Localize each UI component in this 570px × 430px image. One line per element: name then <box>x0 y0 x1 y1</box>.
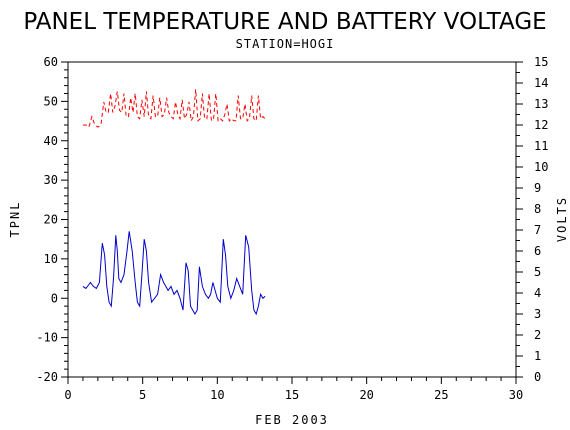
x-tick-label: 30 <box>509 388 523 402</box>
x-tick-label: 10 <box>210 388 224 402</box>
y2-tick-label: 3 <box>534 307 541 321</box>
y2-tick-label: 8 <box>534 202 541 216</box>
y-tick-label: -10 <box>36 331 58 345</box>
y-tick-label: 10 <box>44 252 58 266</box>
y-axis-label: TPNL <box>8 201 22 238</box>
y2-axis-label: VOLTS <box>555 196 569 242</box>
x-tick-label: 0 <box>64 388 71 402</box>
series-line-tpnl <box>82 231 266 316</box>
chart-title: PANEL TEMPERATURE AND BATTERY VOLTAGE <box>23 9 546 35</box>
y2-tick-label: 7 <box>534 223 541 237</box>
x-tick-label: 25 <box>434 388 448 402</box>
y-tick-label: 60 <box>44 55 58 69</box>
y2-tick-label: 11 <box>534 139 548 153</box>
y-tick-label: -20 <box>36 370 58 384</box>
y-tick-label: 0 <box>51 291 58 305</box>
y2-tick-label: 4 <box>534 286 541 300</box>
series-line-volts <box>82 89 266 128</box>
x-tick-label: 20 <box>359 388 373 402</box>
y-tick-label: 20 <box>44 213 58 227</box>
x-tick-label: 15 <box>285 388 299 402</box>
x-axis-label: FEB 2003 <box>255 413 329 427</box>
y2-tick-label: 12 <box>534 118 548 132</box>
plot-frame <box>67 61 517 378</box>
y2-tick-label: 5 <box>534 265 541 279</box>
y2-tick-label: 10 <box>534 160 548 174</box>
y2-tick-label: 14 <box>534 76 548 90</box>
x-axis: 0 5 10 15 20 25 30 <box>64 377 523 402</box>
y2-tick-label: 15 <box>534 55 548 69</box>
series-group <box>82 89 266 316</box>
y-tick-label: 50 <box>44 94 58 108</box>
y-tick-label: 40 <box>44 134 58 148</box>
y-axis-left: -20 -10 0 10 20 30 40 50 60 <box>36 55 68 384</box>
y2-tick-label: 6 <box>534 244 541 258</box>
y2-tick-label: 1 <box>534 349 541 363</box>
x-tick-label: 5 <box>139 388 146 402</box>
chart-subtitle: STATION=HOGI <box>236 37 335 51</box>
y2-tick-label: 13 <box>534 97 548 111</box>
y-tick-label: 30 <box>44 173 58 187</box>
y2-tick-label: 2 <box>534 328 541 342</box>
y2-tick-label: 0 <box>534 370 541 384</box>
y2-tick-label: 9 <box>534 181 541 195</box>
